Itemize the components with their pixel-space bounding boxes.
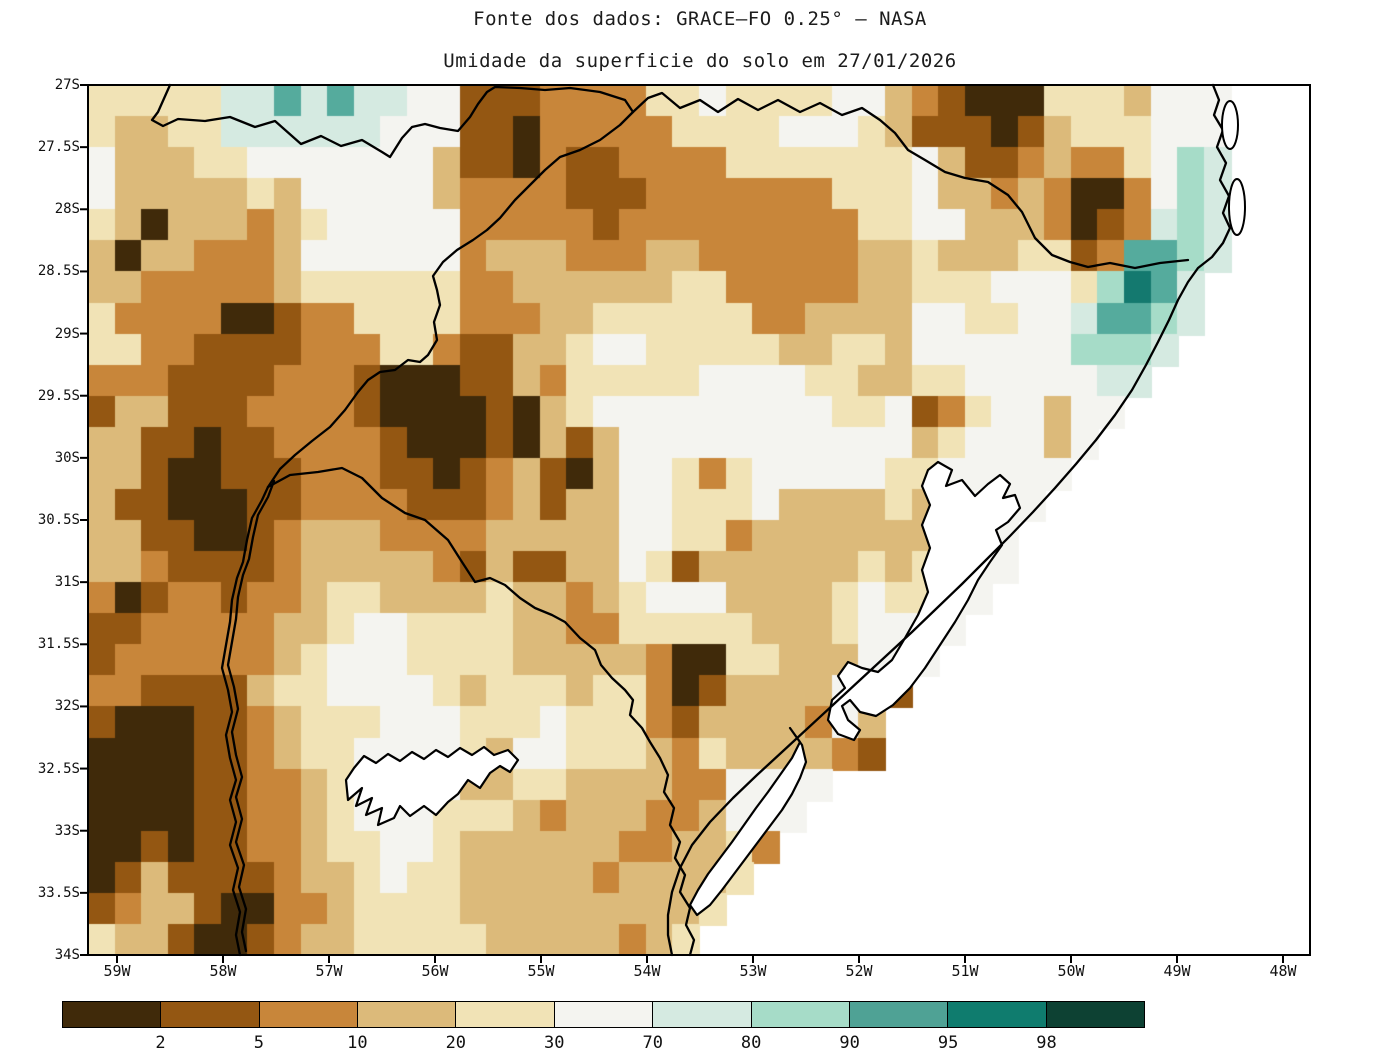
- border_south_uruguay: [266, 466, 696, 957]
- lagoa_dos_patos-outline: [826, 460, 1022, 742]
- y-axis-tick-label: 31S: [54, 574, 80, 591]
- y-axis-tick-label: 30.5S: [37, 512, 80, 528]
- state_border_north: [150, 83, 1190, 270]
- colorbar-segment: [554, 1002, 654, 1027]
- colorbar-boundary-label: 2: [155, 1033, 166, 1053]
- x-axis-tick-label: 54W: [633, 962, 661, 980]
- chart-title: Fonte dos dados: GRACE–FO 0.25° – NASA: [473, 8, 927, 30]
- colorbar-segment: [948, 1002, 1047, 1027]
- soil-moisture-raster: [88, 85, 1310, 955]
- x-axis-tick-label: 49W: [1163, 962, 1191, 980]
- x-axis-tick-label: 52W: [845, 962, 873, 980]
- x-axis-tick-label: 48W: [1269, 962, 1297, 980]
- x-axis-tick-label: 55W: [527, 962, 555, 980]
- y-axis-tick-label: 29.5S: [37, 387, 80, 404]
- colorbar-boundary-label: 10: [347, 1033, 368, 1053]
- y-axis-tick-label: 27.5S: [37, 139, 80, 156]
- colorbar-segment: [751, 1002, 850, 1027]
- colorbar-segment: [259, 1002, 359, 1027]
- reservoir-outline: [344, 745, 520, 827]
- x-axis-tick-label: 51W: [951, 962, 979, 980]
- plot-frame: [87, 84, 1311, 956]
- x-axis-tick-label: 57W: [315, 962, 343, 980]
- lagoa_mirim-outline: [688, 726, 808, 917]
- coastal-lagoon-1: [1228, 178, 1246, 236]
- y-axis-tick-label: 28.5S: [37, 263, 80, 280]
- colorbar-boundary-label: 70: [642, 1033, 663, 1053]
- y-axis-tick-label: 30S: [54, 449, 80, 466]
- colorbar-segment: [358, 1002, 457, 1027]
- chart-subtitle: Umidade da superficie do solo em 27/01/2…: [443, 50, 957, 72]
- map-borders-overlay: [80, 83, 1311, 963]
- colorbar-segment: [849, 1002, 949, 1027]
- colorbar-segment: [1046, 1002, 1144, 1027]
- y-axis-tick-label: 27S: [54, 77, 80, 93]
- y-axis-tick-label: 34S: [54, 947, 80, 963]
- colorbar-boundary-label: 30: [544, 1033, 565, 1053]
- colorbar-segment: [63, 1002, 162, 1027]
- x-axis-tick-label: 50W: [1057, 962, 1085, 980]
- y-axis-tick-label: 28S: [54, 201, 80, 218]
- x-axis-tick-label: 53W: [739, 962, 767, 980]
- colorbar-boundary-label: 95: [937, 1033, 959, 1053]
- colorbar-boundary-label: 90: [839, 1033, 860, 1053]
- colorbar-boundary-label: 5: [253, 1033, 265, 1053]
- colorbar-boundary-label: 98: [1036, 1033, 1057, 1053]
- colorbar-boundary-label: 80: [740, 1033, 762, 1053]
- x-axis-tick-label: 58W: [209, 962, 237, 980]
- y-axis-tick-label: 31.5S: [37, 636, 80, 653]
- border_west_river: [220, 110, 635, 957]
- colorbar-segment: [456, 1002, 555, 1027]
- colorbar-segment: [653, 1002, 752, 1027]
- x-axis-tick-label: 59W: [103, 962, 131, 980]
- map-plot-area: [80, 83, 1311, 963]
- colorbar: [62, 1001, 1145, 1028]
- y-axis-tick-label: 32.5S: [37, 760, 80, 777]
- y-axis-tick-label: 29S: [54, 325, 80, 342]
- border_west_river_bank2: [226, 479, 276, 953]
- y-axis-tick-label: 33S: [54, 822, 80, 839]
- x-axis-tick-label: 56W: [421, 962, 449, 980]
- colorbar-boundary-label: 20: [445, 1033, 467, 1053]
- y-axis-tick-label: 32S: [54, 698, 80, 715]
- coastal-lagoon-0: [1221, 100, 1239, 150]
- colorbar-segment: [161, 1002, 260, 1027]
- y-axis-tick-label: 33.5S: [37, 884, 80, 901]
